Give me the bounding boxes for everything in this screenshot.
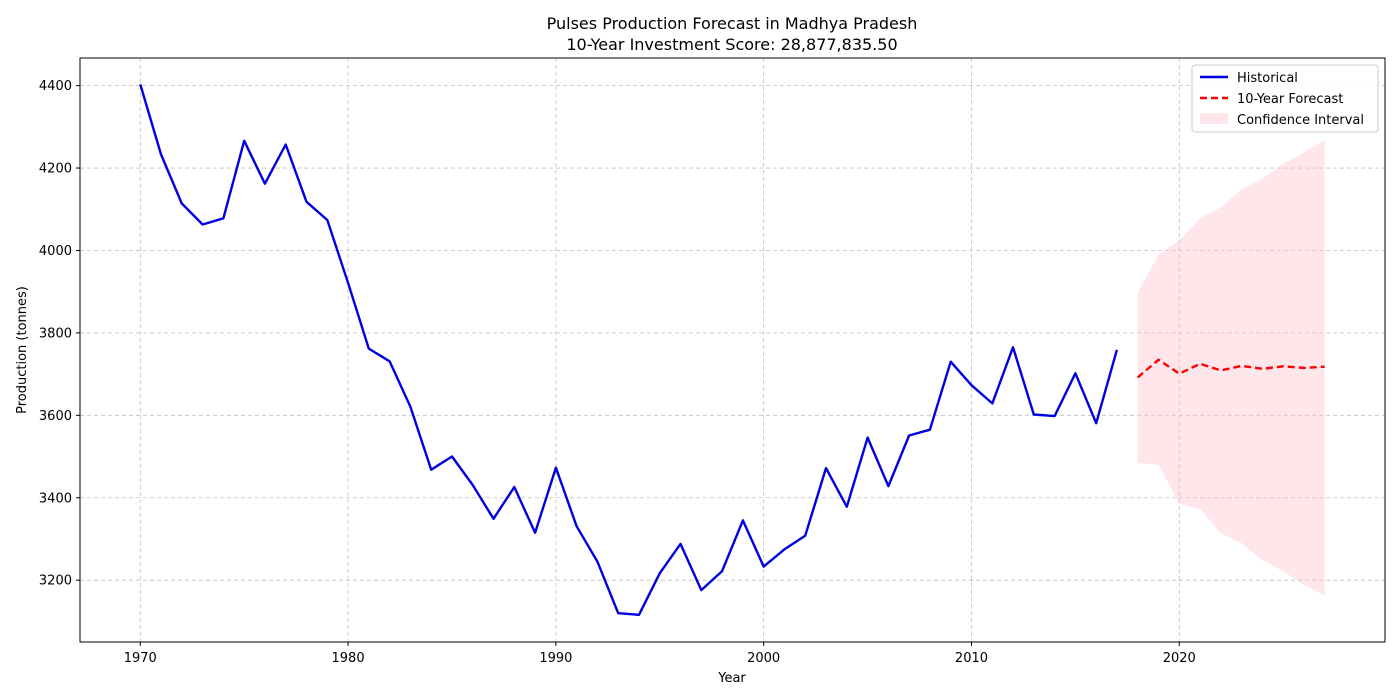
y-tick-label: 4200 xyxy=(39,162,72,177)
x-axis-label: Year xyxy=(717,671,746,686)
confidence-band-layer xyxy=(1137,140,1325,596)
plot-frame xyxy=(79,57,1386,643)
legend-box xyxy=(1191,64,1379,133)
x-tick-label: 1990 xyxy=(539,651,572,666)
legend-forecast-label: 10-Year Forecast xyxy=(1237,92,1343,107)
chart-subtitle: 10-Year Investment Score: 28,877,835.50 xyxy=(566,35,897,54)
confidence-interval-band xyxy=(1137,140,1325,596)
legend-historical-label: Historical xyxy=(1237,71,1298,86)
y-axis-label: Production (tonnes) xyxy=(15,286,30,414)
historical-series-line xyxy=(139,84,1119,616)
y-tick-label: 3800 xyxy=(39,326,72,341)
grid-layer xyxy=(80,58,1385,642)
x-tick-label: 2010 xyxy=(955,651,988,666)
chart-title: Pulses Production Forecast in Madhya Pra… xyxy=(547,14,918,33)
y-tick-label: 4400 xyxy=(39,79,72,94)
legend-confidence-swatch xyxy=(1200,113,1228,124)
legend: Historical 10-Year Forecast Confidence I… xyxy=(1191,64,1379,133)
y-tick-label: 3200 xyxy=(39,574,72,589)
x-tick-label: 2020 xyxy=(1163,651,1196,666)
x-tick-label: 1980 xyxy=(332,651,365,666)
forecast-series-line xyxy=(1136,358,1325,379)
x-tick-label: 1970 xyxy=(124,651,157,666)
y-tick-label: 3600 xyxy=(39,409,72,424)
legend-confidence-label: Confidence Interval xyxy=(1237,113,1364,128)
x-tick-label: 2000 xyxy=(747,651,780,666)
y-tick-label: 4000 xyxy=(39,244,72,259)
tick-layer: 1970 1980 1990 2000 2010 2020 3200 3400 3600 3800… xyxy=(39,79,1196,666)
y-tick-label: 3400 xyxy=(39,491,72,506)
series-layer xyxy=(139,84,1325,616)
